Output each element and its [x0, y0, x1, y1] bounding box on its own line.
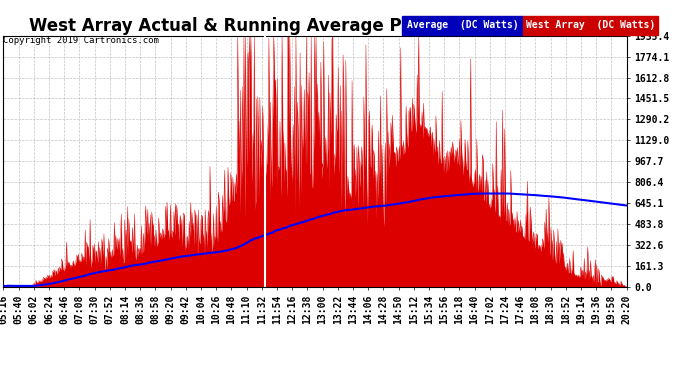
Text: West Array  (DC Watts): West Array (DC Watts) — [526, 20, 655, 30]
Title: West Array Actual & Running Average Power Fri Jun 14 20:25: West Array Actual & Running Average Powe… — [29, 18, 601, 36]
Text: Copyright 2019 Cartronics.com: Copyright 2019 Cartronics.com — [3, 36, 159, 45]
Text: Average  (DC Watts): Average (DC Watts) — [407, 20, 518, 30]
